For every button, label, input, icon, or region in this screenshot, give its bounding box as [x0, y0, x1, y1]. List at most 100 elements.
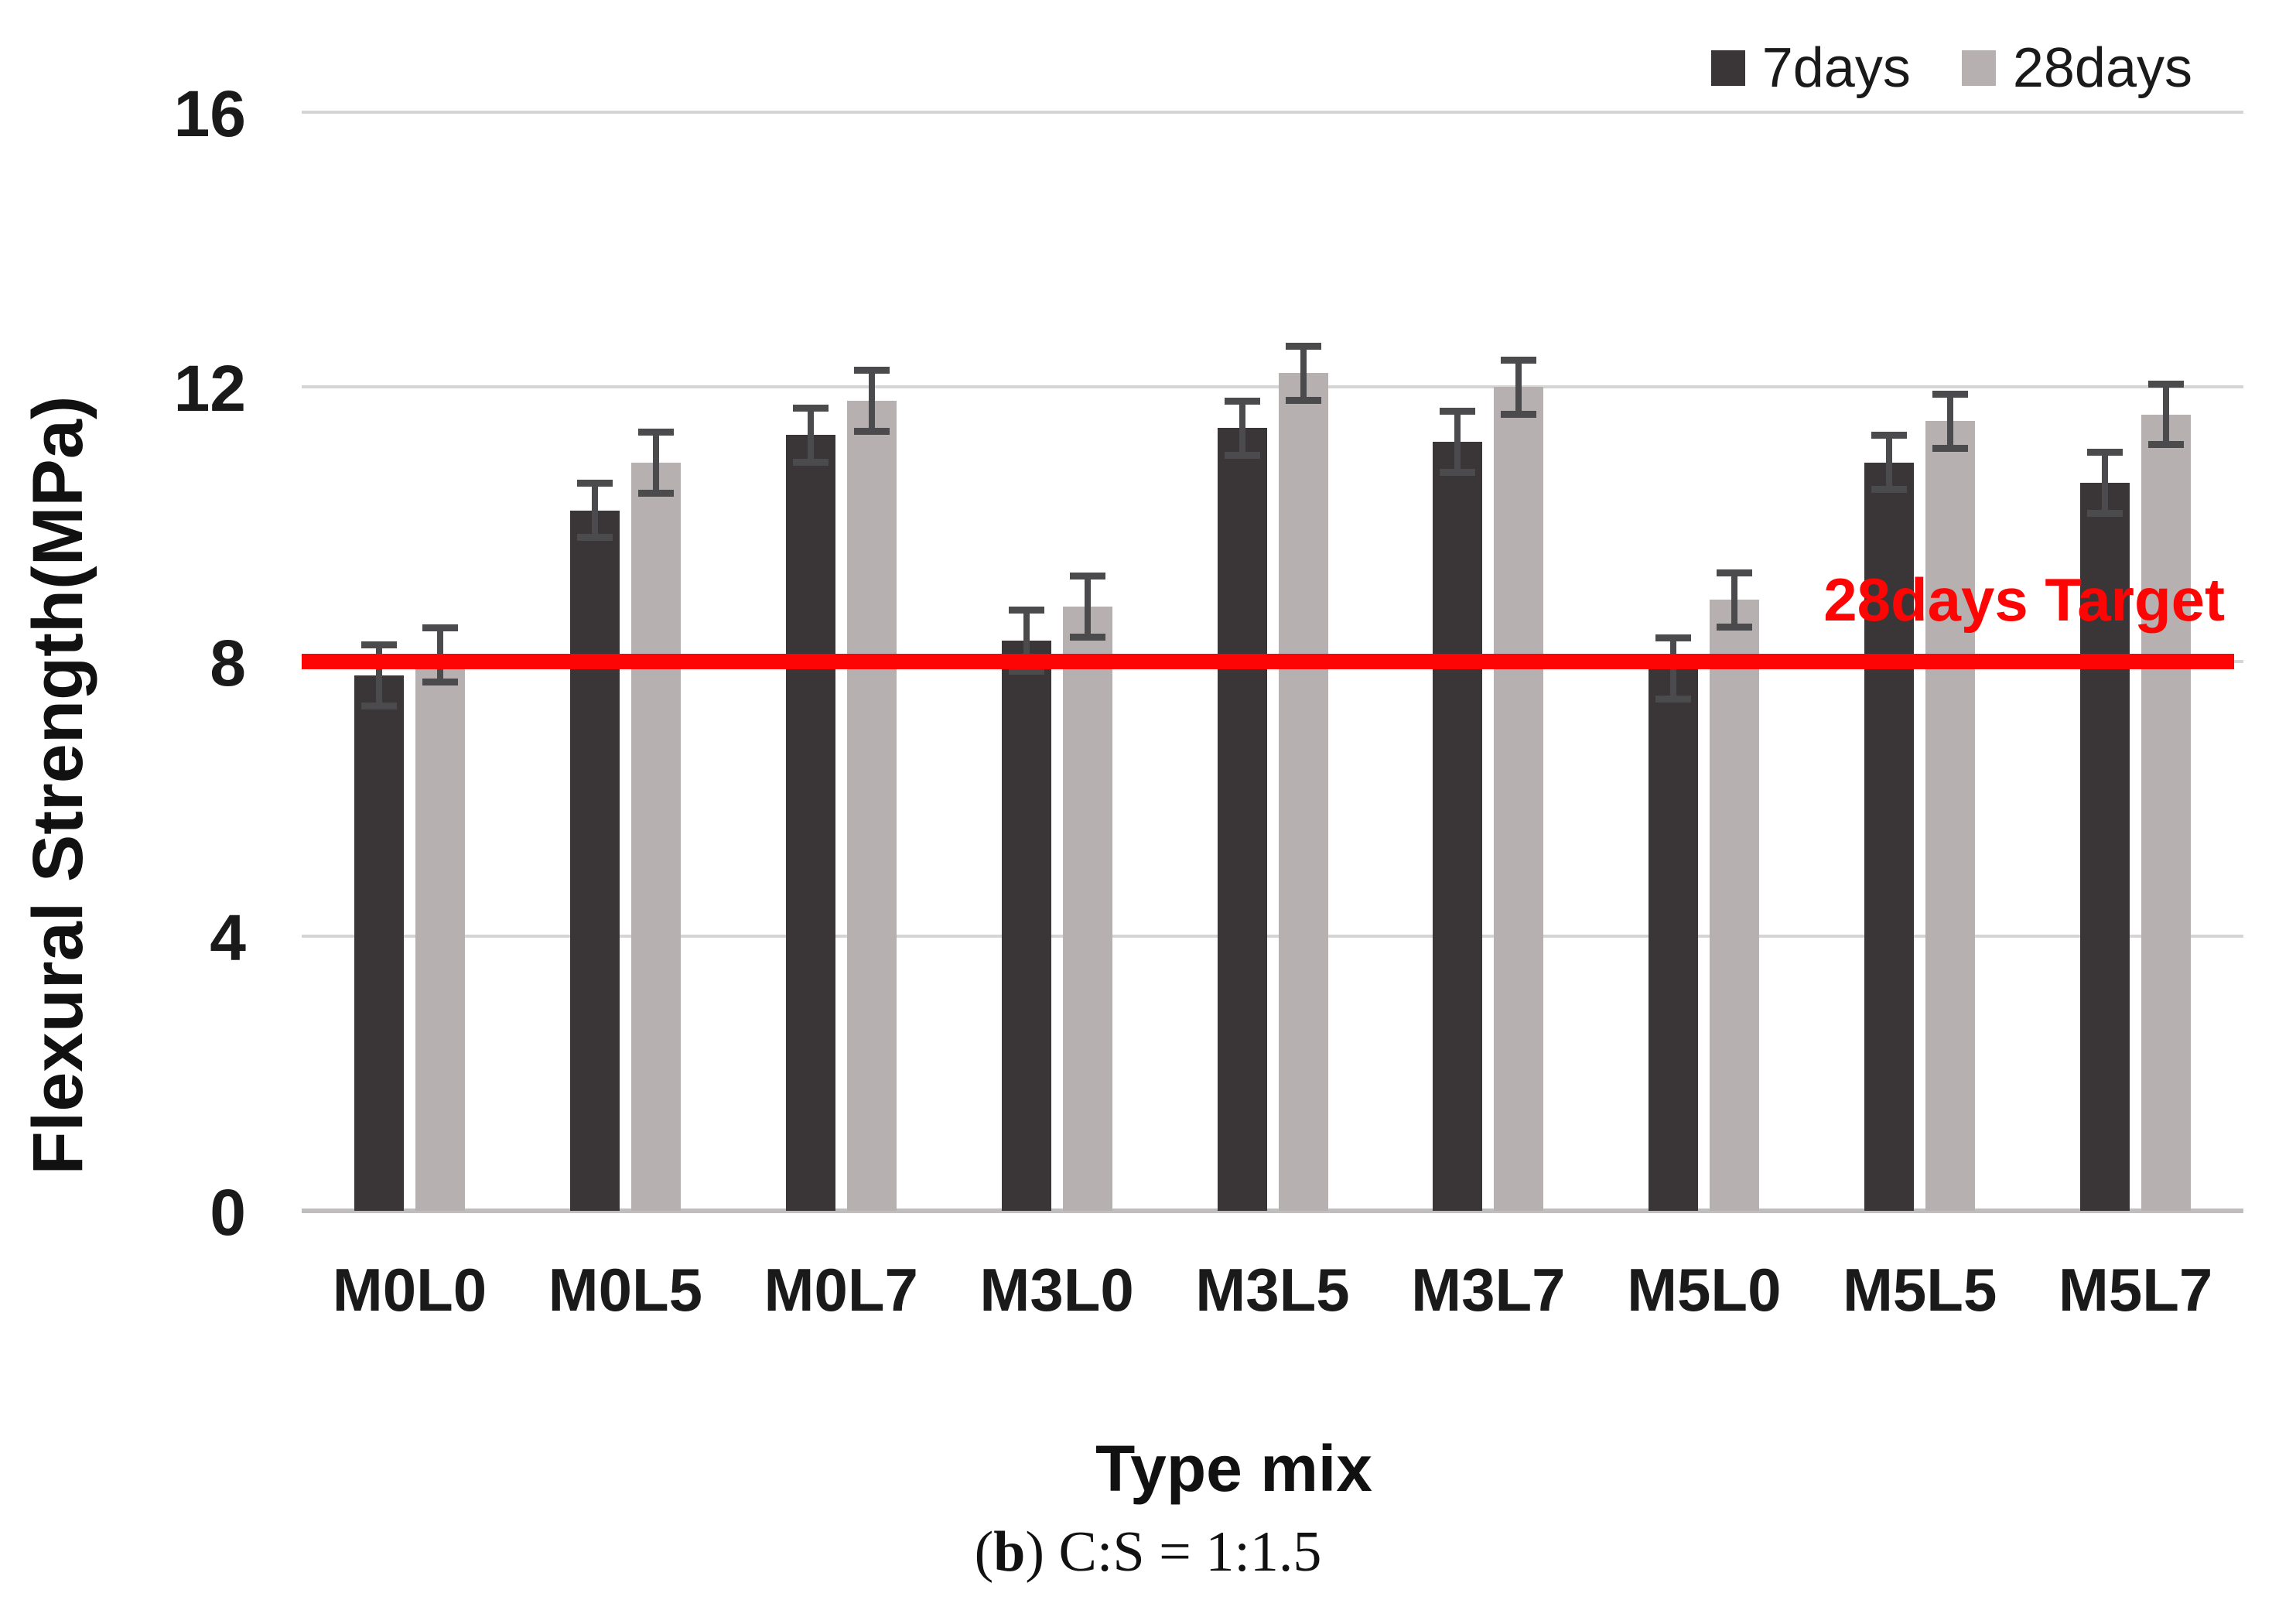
error-cap-bottom-28days-M5L7	[2148, 441, 2185, 449]
error-cap-top-28days-M5L5	[1932, 390, 1969, 398]
bar-7days-M5L7	[2080, 483, 2130, 1211]
x-axis-label-M5L7: M5L7	[2058, 1256, 2213, 1324]
target-line	[302, 654, 2234, 669]
error-bar-28days-M5L0	[1731, 572, 1738, 627]
error-cap-top-7days-M3L5	[1224, 397, 1260, 405]
error-cap-top-28days-M5L0	[1717, 569, 1753, 576]
error-bar-28days-M0L7	[868, 369, 875, 432]
error-cap-bottom-7days-M0L0	[360, 702, 397, 709]
error-bar-28days-M3L0	[1084, 576, 1091, 638]
error-cap-bottom-28days-M0L5	[637, 489, 674, 497]
x-axis-title: Type mix	[1095, 1432, 1372, 1505]
bar-7days-M5L5	[1864, 462, 1915, 1211]
error-cap-bottom-7days-M5L5	[1871, 486, 1908, 494]
y-tick-label-8: 8	[210, 627, 246, 699]
x-axis-label-M0L7: M0L7	[764, 1256, 918, 1324]
bar-28days-M3L7	[1494, 387, 1544, 1211]
error-bar-7days-M0L5	[591, 483, 598, 538]
error-cap-bottom-7days-M3L7	[1440, 468, 1476, 476]
error-cap-top-7days-M0L5	[576, 480, 613, 487]
bar-7days-M3L0	[1001, 641, 1051, 1211]
error-cap-bottom-28days-M0L7	[853, 427, 890, 435]
legend-label-7days: 7days	[1761, 37, 1911, 99]
x-axis-label-M5L5: M5L5	[1842, 1256, 1997, 1324]
error-cap-bottom-28days-M3L5	[1285, 396, 1321, 404]
error-bar-7days-M3L7	[1454, 411, 1461, 473]
error-cap-bottom-7days-M0L5	[576, 534, 613, 542]
error-cap-top-28days-M0L0	[422, 624, 458, 631]
x-axis-label-M0L5: M0L5	[548, 1256, 703, 1324]
legend-item-7days: 7days	[1710, 37, 1911, 99]
legend-swatch-28days	[1961, 50, 1996, 86]
y-tick-label-4: 4	[210, 901, 246, 974]
error-cap-top-28days-M3L7	[1501, 356, 1537, 364]
bar-7days-M3L7	[1433, 442, 1483, 1211]
error-bar-7days-M3L5	[1239, 400, 1245, 456]
error-bar-28days-M3L5	[1300, 345, 1307, 401]
error-cap-top-7days-M5L7	[2087, 449, 2123, 456]
legend-item-28days: 28days	[1961, 37, 2192, 99]
error-cap-top-28days-M3L5	[1285, 342, 1321, 350]
gridline-0	[302, 1209, 2243, 1213]
error-cap-bottom-7days-M5L7	[2087, 510, 2123, 518]
bar-28days-M0L5	[630, 462, 681, 1211]
error-cap-top-28days-M0L5	[637, 428, 674, 436]
figure-caption: (b) C:S = 1:1.5	[0, 1520, 2296, 1584]
error-cap-top-7days-M3L7	[1440, 408, 1476, 415]
legend-label-28days: 28days	[2012, 37, 2192, 99]
error-cap-bottom-28days-M0L0	[422, 678, 458, 685]
x-axis-label-M3L5: M3L5	[1195, 1256, 1350, 1324]
x-axis-label-M3L0: M3L0	[979, 1256, 1134, 1324]
caption-text: ) C:S = 1:1.5	[1025, 1520, 1322, 1584]
bar-7days-M0L7	[785, 435, 835, 1211]
error-bar-28days-M0L5	[652, 431, 659, 494]
chart-legend: 7days 28days	[1710, 37, 2192, 99]
error-cap-top-7days-M0L7	[792, 404, 829, 412]
error-bar-7days-M5L7	[2102, 452, 2109, 515]
gridline-16	[302, 111, 2243, 114]
x-axis-label-M5L0: M5L0	[1627, 1256, 1782, 1324]
error-cap-bottom-7days-M3L0	[1008, 668, 1044, 675]
caption-paren-open: (	[974, 1520, 994, 1584]
error-cap-bottom-28days-M5L5	[1932, 444, 1969, 452]
error-bar-7days-M5L5	[1886, 435, 1893, 491]
bar-28days-M0L0	[415, 655, 465, 1211]
caption-sub-label: b	[993, 1520, 1026, 1584]
bar-28days-M0L7	[846, 400, 897, 1211]
bar-28days-M5L0	[1710, 600, 1760, 1211]
x-axis-label-M3L7: M3L7	[1411, 1256, 1566, 1324]
bar-7days-M5L0	[1649, 668, 1699, 1211]
y-tick-label-12: 12	[173, 352, 246, 425]
error-cap-bottom-28days-M3L7	[1501, 410, 1537, 418]
error-cap-bottom-28days-M5L0	[1717, 623, 1753, 631]
error-cap-bottom-28days-M3L0	[1069, 633, 1105, 641]
legend-swatch-7days	[1710, 50, 1745, 86]
error-cap-bottom-7days-M5L0	[1655, 695, 1692, 703]
bar-7days-M3L5	[1217, 428, 1267, 1211]
gridline-12	[302, 385, 2243, 388]
error-cap-top-7days-M5L0	[1655, 634, 1692, 641]
bar-7days-M0L5	[569, 510, 620, 1211]
error-bar-7days-M3L0	[1023, 610, 1030, 672]
gridline-4	[302, 935, 2243, 938]
error-bar-28days-M5L5	[1947, 393, 1954, 449]
error-cap-top-7days-M5L5	[1871, 432, 1908, 439]
error-bar-28days-M3L7	[1515, 359, 1522, 415]
x-axis-label-M0L0: M0L0	[332, 1256, 487, 1324]
error-cap-bottom-7days-M3L5	[1224, 451, 1260, 459]
error-cap-bottom-7days-M0L7	[792, 458, 829, 466]
error-bar-28days-M5L7	[2163, 383, 2170, 446]
bar-7days-M0L0	[354, 675, 404, 1211]
bar-28days-M5L7	[2141, 414, 2192, 1211]
error-cap-top-28days-M3L0	[1069, 573, 1105, 580]
error-cap-top-28days-M0L7	[853, 366, 890, 374]
bar-28days-M3L0	[1062, 607, 1112, 1211]
error-bar-7days-M0L0	[375, 644, 382, 706]
error-cap-top-28days-M5L7	[2148, 380, 2185, 388]
y-tick-label-0: 0	[210, 1176, 246, 1249]
bar-28days-M3L5	[1278, 373, 1328, 1211]
error-bar-7days-M0L7	[807, 407, 814, 463]
target-line-label: 28days Target	[1823, 566, 2225, 634]
error-cap-top-7days-M3L0	[1008, 607, 1044, 614]
